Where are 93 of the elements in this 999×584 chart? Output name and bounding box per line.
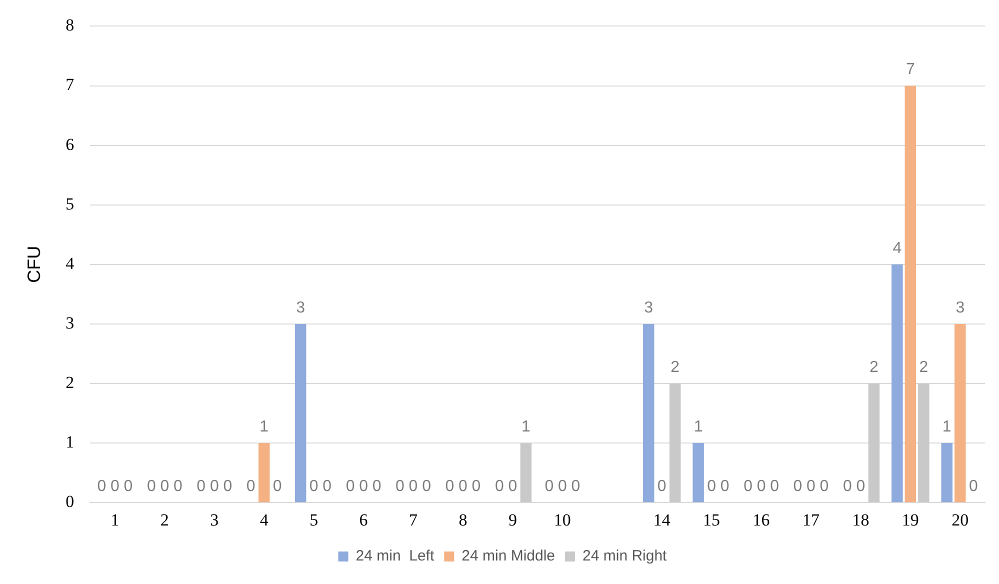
bar bbox=[258, 443, 270, 502]
x-tick-label: 6 bbox=[359, 510, 368, 530]
x-tick-label: 7 bbox=[409, 510, 418, 530]
data-label: 0 bbox=[856, 478, 866, 496]
data-label: 1 bbox=[521, 418, 530, 436]
data-label: 0 bbox=[458, 478, 468, 496]
data-label: 0 bbox=[422, 478, 432, 496]
data-label: 0 bbox=[707, 478, 716, 496]
data-label: 0 bbox=[968, 478, 978, 496]
x-tick-label: 17 bbox=[802, 510, 820, 530]
data-label: 0 bbox=[322, 478, 332, 496]
data-label: 2 bbox=[870, 358, 879, 376]
bar bbox=[868, 384, 880, 502]
y-tick-label: 2 bbox=[66, 372, 74, 392]
data-label: 1 bbox=[694, 418, 703, 436]
y-tick-label: 1 bbox=[66, 432, 74, 452]
data-label: 0 bbox=[544, 478, 554, 496]
data-label: 0 bbox=[196, 478, 206, 496]
bar bbox=[692, 443, 704, 502]
x-tick-label: 4 bbox=[260, 510, 269, 530]
legend-label: 24 min Middle bbox=[462, 548, 556, 565]
data-label: 0 bbox=[806, 478, 816, 496]
data-label: 0 bbox=[720, 478, 730, 496]
legend-label: 24 min Right bbox=[582, 548, 668, 565]
data-label: 0 bbox=[571, 478, 580, 496]
data-label: 0 bbox=[408, 478, 418, 496]
x-tick-label: 5 bbox=[310, 510, 318, 530]
data-label: 7 bbox=[906, 61, 915, 78]
bar bbox=[520, 443, 532, 502]
x-tick-label: 3 bbox=[210, 510, 219, 530]
data-label: 0 bbox=[272, 478, 282, 496]
data-label: 2 bbox=[919, 358, 928, 376]
data-label: 0 bbox=[309, 478, 318, 496]
y-tick-label: 8 bbox=[66, 16, 74, 35]
x-tick-label: 18 bbox=[852, 510, 870, 530]
bar bbox=[941, 443, 953, 502]
y-tick-label: 6 bbox=[66, 134, 74, 154]
x-tick-label: 10 bbox=[554, 510, 571, 530]
data-label: 0 bbox=[146, 478, 156, 496]
bar bbox=[954, 324, 966, 502]
data-label: 0 bbox=[173, 478, 182, 496]
y-axis-title: CFU bbox=[24, 246, 44, 283]
bar bbox=[642, 324, 654, 502]
x-tick-label: 15 bbox=[703, 510, 720, 530]
y-tick-label: 0 bbox=[66, 492, 74, 512]
data-label: 0 bbox=[110, 478, 120, 496]
data-label: 1 bbox=[942, 418, 952, 436]
data-label: 4 bbox=[892, 240, 902, 257]
data-label: 0 bbox=[97, 478, 106, 496]
data-label: 3 bbox=[956, 299, 965, 316]
data-label: 0 bbox=[223, 478, 232, 496]
bar bbox=[669, 384, 681, 502]
data-label: 0 bbox=[210, 478, 219, 496]
y-tick-label: 5 bbox=[66, 194, 74, 214]
data-label: 3 bbox=[644, 299, 654, 316]
data-label: 0 bbox=[508, 478, 518, 496]
data-label: 0 bbox=[820, 478, 829, 496]
data-label: 2 bbox=[670, 358, 680, 376]
data-label: 0 bbox=[756, 478, 766, 496]
data-label: 0 bbox=[359, 478, 368, 496]
y-tick-label: 7 bbox=[66, 75, 75, 94]
x-tick-label: 1 bbox=[110, 510, 120, 530]
x-tick-label: 9 bbox=[508, 510, 517, 530]
bar bbox=[892, 264, 903, 502]
x-tick-label: 2 bbox=[160, 510, 169, 530]
data-label: 0 bbox=[246, 478, 256, 496]
x-tick-label: 16 bbox=[752, 510, 770, 530]
bar bbox=[918, 384, 930, 502]
data-label: 0 bbox=[445, 478, 454, 496]
data-label: 0 bbox=[494, 478, 504, 496]
data-label: 0 bbox=[160, 478, 170, 496]
data-label: 0 bbox=[558, 478, 567, 496]
data-label: 0 bbox=[793, 478, 802, 496]
data-label: 0 bbox=[770, 478, 780, 496]
data-label: 0 bbox=[346, 478, 355, 496]
x-tick-label: 8 bbox=[458, 510, 468, 530]
data-label: 0 bbox=[124, 478, 133, 496]
x-tick-label: 19 bbox=[902, 510, 919, 530]
x-tick-label: 14 bbox=[653, 510, 671, 530]
data-label: 0 bbox=[842, 478, 852, 496]
y-tick-label: 3 bbox=[66, 313, 74, 332]
y-tick-label: 4 bbox=[66, 254, 75, 273]
x-tick-label: 20 bbox=[952, 510, 969, 530]
data-label: 1 bbox=[260, 418, 269, 436]
data-label: 0 bbox=[472, 478, 481, 496]
bar bbox=[294, 324, 306, 502]
bar bbox=[904, 86, 916, 502]
data-label: 0 bbox=[396, 478, 405, 496]
legend-label: 24 min Left bbox=[356, 548, 435, 565]
data-label: 3 bbox=[296, 299, 306, 316]
data-label: 0 bbox=[372, 478, 382, 496]
data-label: 0 bbox=[657, 478, 666, 496]
data-label: 0 bbox=[744, 478, 753, 496]
